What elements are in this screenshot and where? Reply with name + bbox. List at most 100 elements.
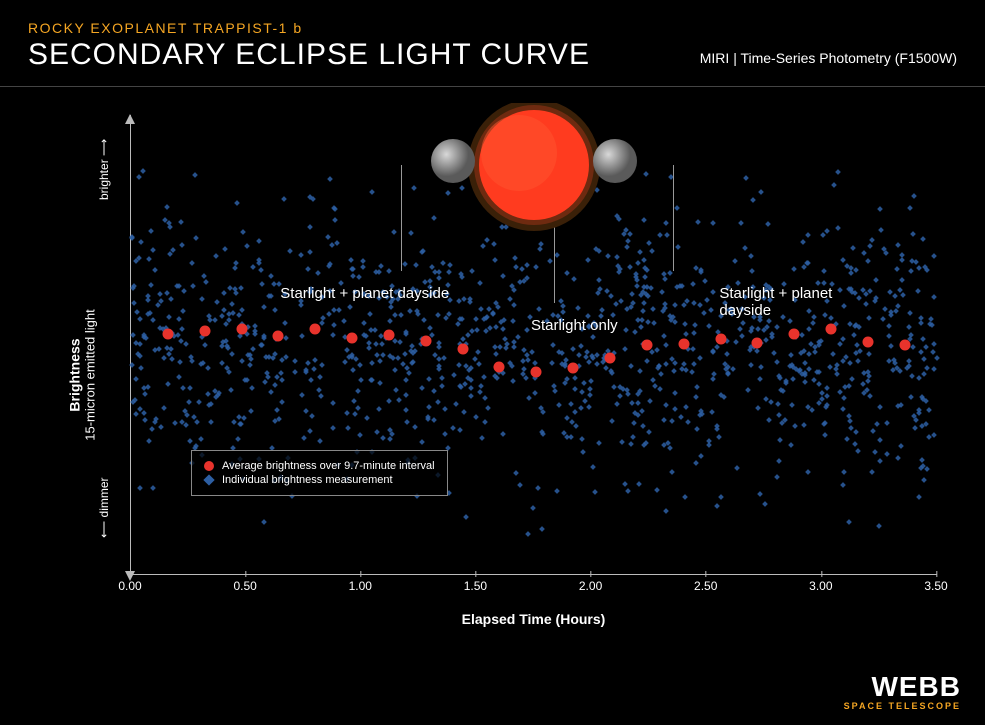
main-title: SECONDARY ECLIPSE LIGHT CURVE <box>28 38 590 72</box>
legend-swatch-avg-icon <box>204 461 214 471</box>
scatter-point <box>360 259 366 265</box>
scatter-point <box>292 358 298 364</box>
annotation: Starlight only <box>531 317 618 334</box>
scatter-point <box>231 419 237 425</box>
scatter-point <box>840 337 846 343</box>
scatter-point <box>233 290 239 296</box>
scatter-point <box>783 380 789 386</box>
scatter-point <box>635 392 641 398</box>
scatter-point <box>131 300 137 306</box>
scatter-point <box>594 352 600 358</box>
scatter-point <box>142 391 148 397</box>
scatter-point <box>908 394 914 400</box>
scatter-point <box>686 420 692 426</box>
scatter-point <box>511 302 517 308</box>
scatter-point <box>526 395 532 401</box>
scatter-point <box>766 318 772 324</box>
scatter-point <box>525 531 531 537</box>
scatter-point <box>440 375 446 381</box>
scatter-point <box>556 402 562 408</box>
scatter-point <box>748 253 754 259</box>
scatter-point <box>837 341 843 347</box>
scatter-point <box>441 355 447 361</box>
avg-point <box>457 344 468 355</box>
scatter-point <box>236 436 242 442</box>
scatter-point <box>386 268 392 274</box>
scatter-point <box>883 250 889 256</box>
scatter-point <box>387 319 393 325</box>
scatter-point <box>623 482 629 488</box>
plot-region: Average brightness over 9.7-minute inter… <box>130 115 937 575</box>
scatter-point <box>926 407 932 413</box>
scatter-point <box>877 458 883 464</box>
scatter-point <box>895 242 901 248</box>
scatter-point <box>679 283 685 289</box>
scatter-point <box>436 275 442 281</box>
scatter-point <box>176 332 182 338</box>
scatter-point <box>572 386 578 392</box>
scatter-point <box>130 285 136 291</box>
scatter-point <box>165 381 171 387</box>
scatter-point <box>624 244 630 250</box>
scatter-point <box>878 227 884 233</box>
scatter-point <box>596 278 602 284</box>
scatter-point <box>493 324 499 330</box>
scatter-point <box>552 383 558 389</box>
scatter-point <box>330 425 336 431</box>
scatter-point <box>262 379 268 385</box>
scatter-point <box>374 353 380 359</box>
scatter-point <box>461 409 467 415</box>
scatter-point <box>516 334 522 340</box>
scatter-point <box>524 327 530 333</box>
scatter-point <box>181 288 187 294</box>
scatter-point <box>196 399 202 405</box>
scatter-point <box>219 313 225 319</box>
scatter-point <box>478 383 484 389</box>
scatter-point <box>924 365 930 371</box>
scatter-point <box>816 382 822 388</box>
scatter-point <box>357 433 363 439</box>
scatter-point <box>763 337 769 343</box>
scatter-point <box>693 460 699 466</box>
scatter-point <box>427 404 433 410</box>
scatter-point <box>617 393 623 399</box>
scatter-point <box>407 308 413 314</box>
scatter-point <box>138 365 144 371</box>
scatter-point <box>920 237 926 243</box>
scatter-point <box>241 415 247 421</box>
star-highlight <box>481 115 557 191</box>
scatter-point <box>179 243 185 249</box>
scatter-point <box>847 360 853 366</box>
scatter-point <box>350 368 356 374</box>
scatter-point <box>183 422 189 428</box>
scatter-point <box>492 257 498 263</box>
scatter-point <box>624 306 630 312</box>
scatter-point <box>900 292 906 298</box>
scatter-point <box>187 438 193 444</box>
scatter-point <box>757 491 763 497</box>
scatter-point <box>841 469 847 475</box>
scatter-point <box>771 350 777 356</box>
scatter-point <box>640 408 646 414</box>
scatter-point <box>738 220 744 226</box>
scatter-point <box>799 332 805 338</box>
scatter-point <box>455 321 461 327</box>
scatter-point <box>431 418 437 424</box>
scatter-point <box>393 387 399 393</box>
scatter-point <box>180 385 186 391</box>
scatter-point <box>493 351 499 357</box>
scatter-point <box>801 422 807 428</box>
scatter-point <box>480 244 486 250</box>
scatter-point <box>140 168 146 174</box>
scatter-point <box>854 342 860 348</box>
avg-point <box>199 325 210 336</box>
scatter-point <box>911 193 917 199</box>
scatter-point <box>692 330 698 336</box>
scatter-point <box>250 264 256 270</box>
scatter-point <box>360 264 366 270</box>
scatter-point <box>525 358 531 364</box>
scatter-point <box>193 235 199 241</box>
scatter-point <box>476 361 482 367</box>
scatter-point <box>586 404 592 410</box>
scatter-point <box>850 245 856 251</box>
